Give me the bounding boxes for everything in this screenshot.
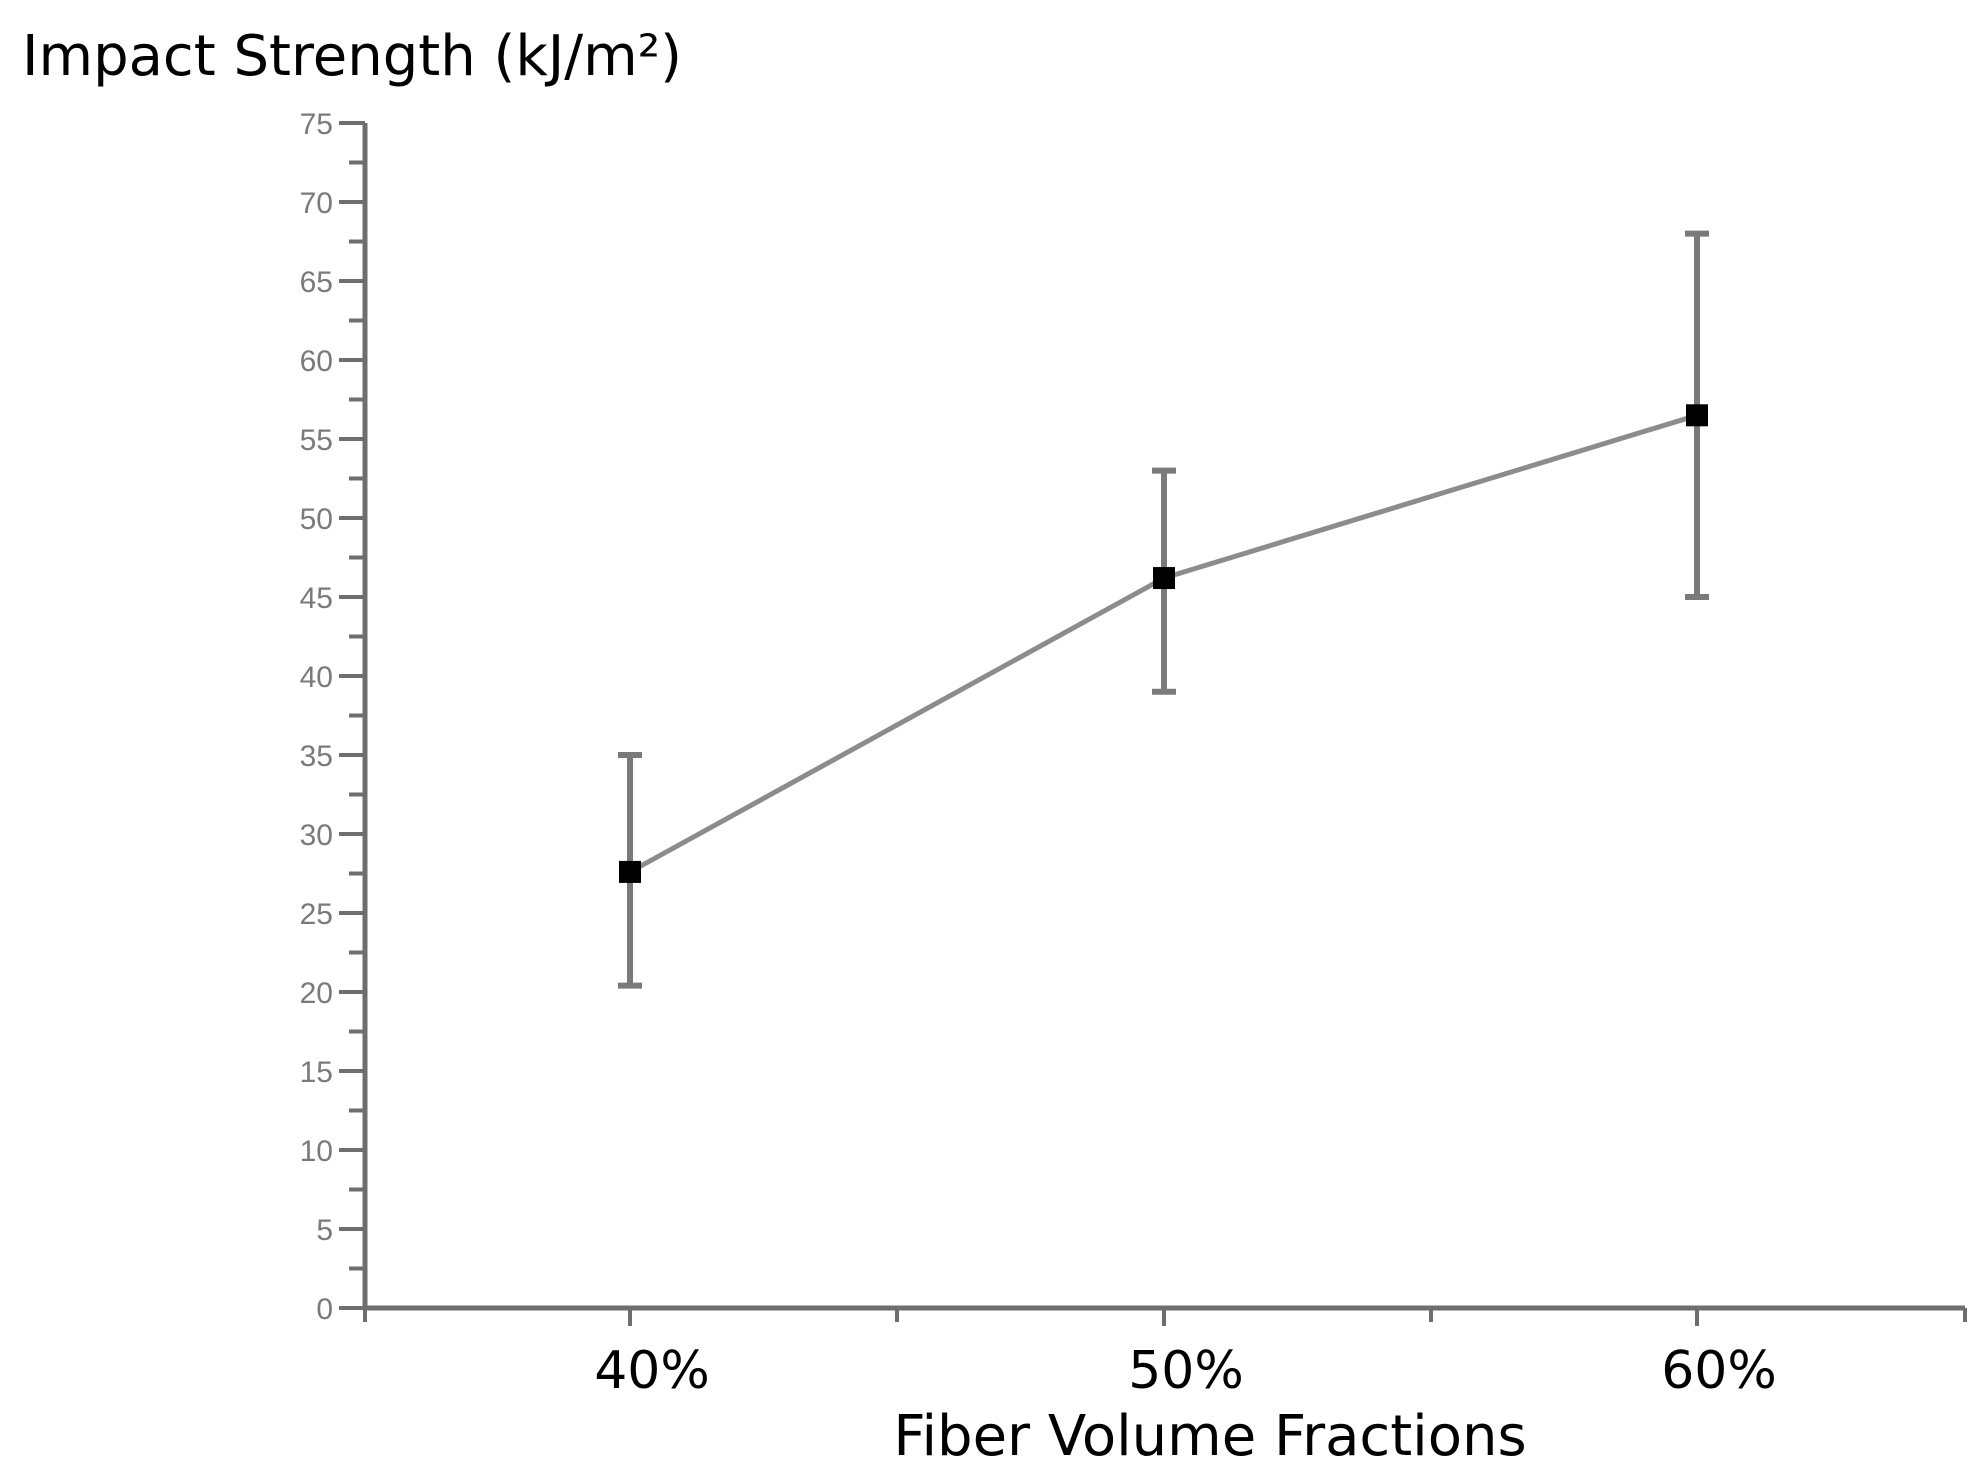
y-tick-label: 65 xyxy=(300,266,333,299)
y-tick-label: 5 xyxy=(316,1214,333,1247)
y-ticks: 0 5 10 15 20 25 30 35 40 45 50 55 60 65 70 75 xyxy=(300,108,365,1326)
x-axis-title: Fiber Volume Fractions xyxy=(893,1404,1526,1469)
y-tick-label: 70 xyxy=(300,187,333,220)
y-tick-label: 25 xyxy=(300,898,333,931)
y-tick-label: 60 xyxy=(300,345,333,378)
y-tick-label: 35 xyxy=(300,740,333,773)
y-tick-label: 20 xyxy=(300,977,333,1010)
y-tick-label: 45 xyxy=(300,582,333,615)
x-tick-label: 40% xyxy=(594,1341,710,1401)
data-point xyxy=(1153,567,1175,590)
x-tick-label: 50% xyxy=(1128,1341,1244,1401)
y-tick-label: 10 xyxy=(300,1135,333,1168)
x-ticks: 40% 50% 60% xyxy=(363,1308,1967,1401)
y-tick-label: 15 xyxy=(300,1056,333,1089)
data-point xyxy=(619,860,641,883)
x-tick-label: 60% xyxy=(1661,1341,1777,1401)
y-tick-label: 55 xyxy=(300,424,333,457)
series xyxy=(618,230,1709,989)
y-axis-title: Impact Strength (kJ/m²) xyxy=(22,24,682,89)
y-tick-label: 75 xyxy=(300,108,333,141)
y-tick-label: 50 xyxy=(300,503,333,536)
y-tick-label: 0 xyxy=(316,1293,333,1326)
axes xyxy=(362,123,1965,1311)
data-point xyxy=(1686,404,1708,427)
y-tick-label: 40 xyxy=(300,661,333,694)
y-tick-label: 30 xyxy=(300,819,333,852)
